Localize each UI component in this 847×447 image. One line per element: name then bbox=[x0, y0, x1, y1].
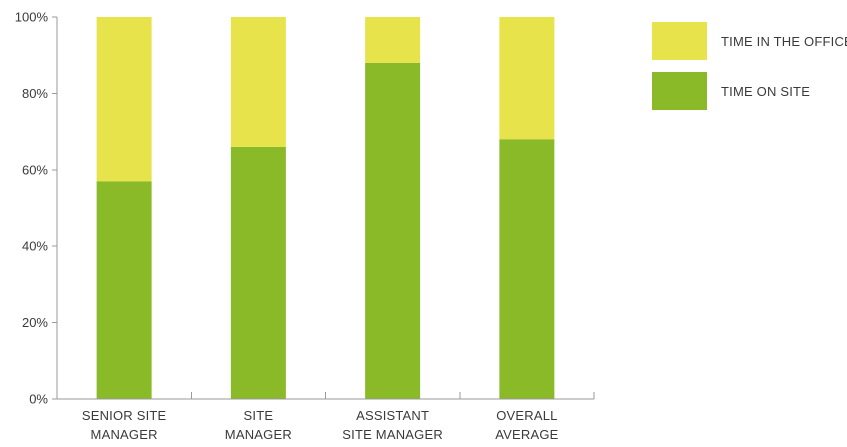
legend-label: TIME ON SITE bbox=[721, 84, 810, 99]
bar-segment-time-in-the-office bbox=[499, 17, 555, 140]
bar-segment-time-in-the-office bbox=[230, 17, 286, 147]
legend-swatch bbox=[652, 22, 707, 60]
legend: TIME IN THE OFFICE TIME ON SITE bbox=[652, 22, 847, 110]
x-category-label: SENIOR SITE MANAGER bbox=[82, 408, 167, 442]
y-tick-label: 20% bbox=[22, 315, 48, 330]
bars bbox=[96, 17, 555, 400]
x-axis: SENIOR SITE MANAGER SITE MANAGER ASSISTANT SI… bbox=[57, 392, 595, 442]
legend-item-time-on-site: TIME ON SITE bbox=[652, 72, 810, 110]
bar-segment-time-in-the-office bbox=[365, 17, 421, 63]
x-category-label: OVERALL AVERAGE bbox=[495, 408, 558, 442]
y-tick-label: 60% bbox=[22, 162, 48, 177]
y-tick-label: 40% bbox=[22, 239, 48, 254]
legend-swatch bbox=[652, 72, 707, 110]
x-category-label: ASSISTANT SITE MANAGER bbox=[342, 408, 443, 442]
legend-item-time-in-the-office: TIME IN THE OFFICE bbox=[652, 22, 847, 60]
bar-segment-time-on-site bbox=[365, 62, 421, 400]
bar-segment-time-on-site bbox=[499, 139, 555, 400]
y-axis: 0% 20% 40% 60% 80% 100% bbox=[15, 10, 58, 407]
bar-segment-time-on-site bbox=[96, 181, 152, 399]
y-tick-label: 80% bbox=[22, 86, 48, 101]
y-tick-label: 0% bbox=[29, 392, 48, 407]
bar-segment-time-on-site bbox=[230, 146, 286, 399]
y-tick-label: 100% bbox=[15, 10, 49, 25]
legend-label: TIME IN THE OFFICE bbox=[721, 34, 847, 49]
bar-segment-time-in-the-office bbox=[96, 17, 152, 182]
x-category-label: SITE MANAGER bbox=[225, 408, 292, 442]
